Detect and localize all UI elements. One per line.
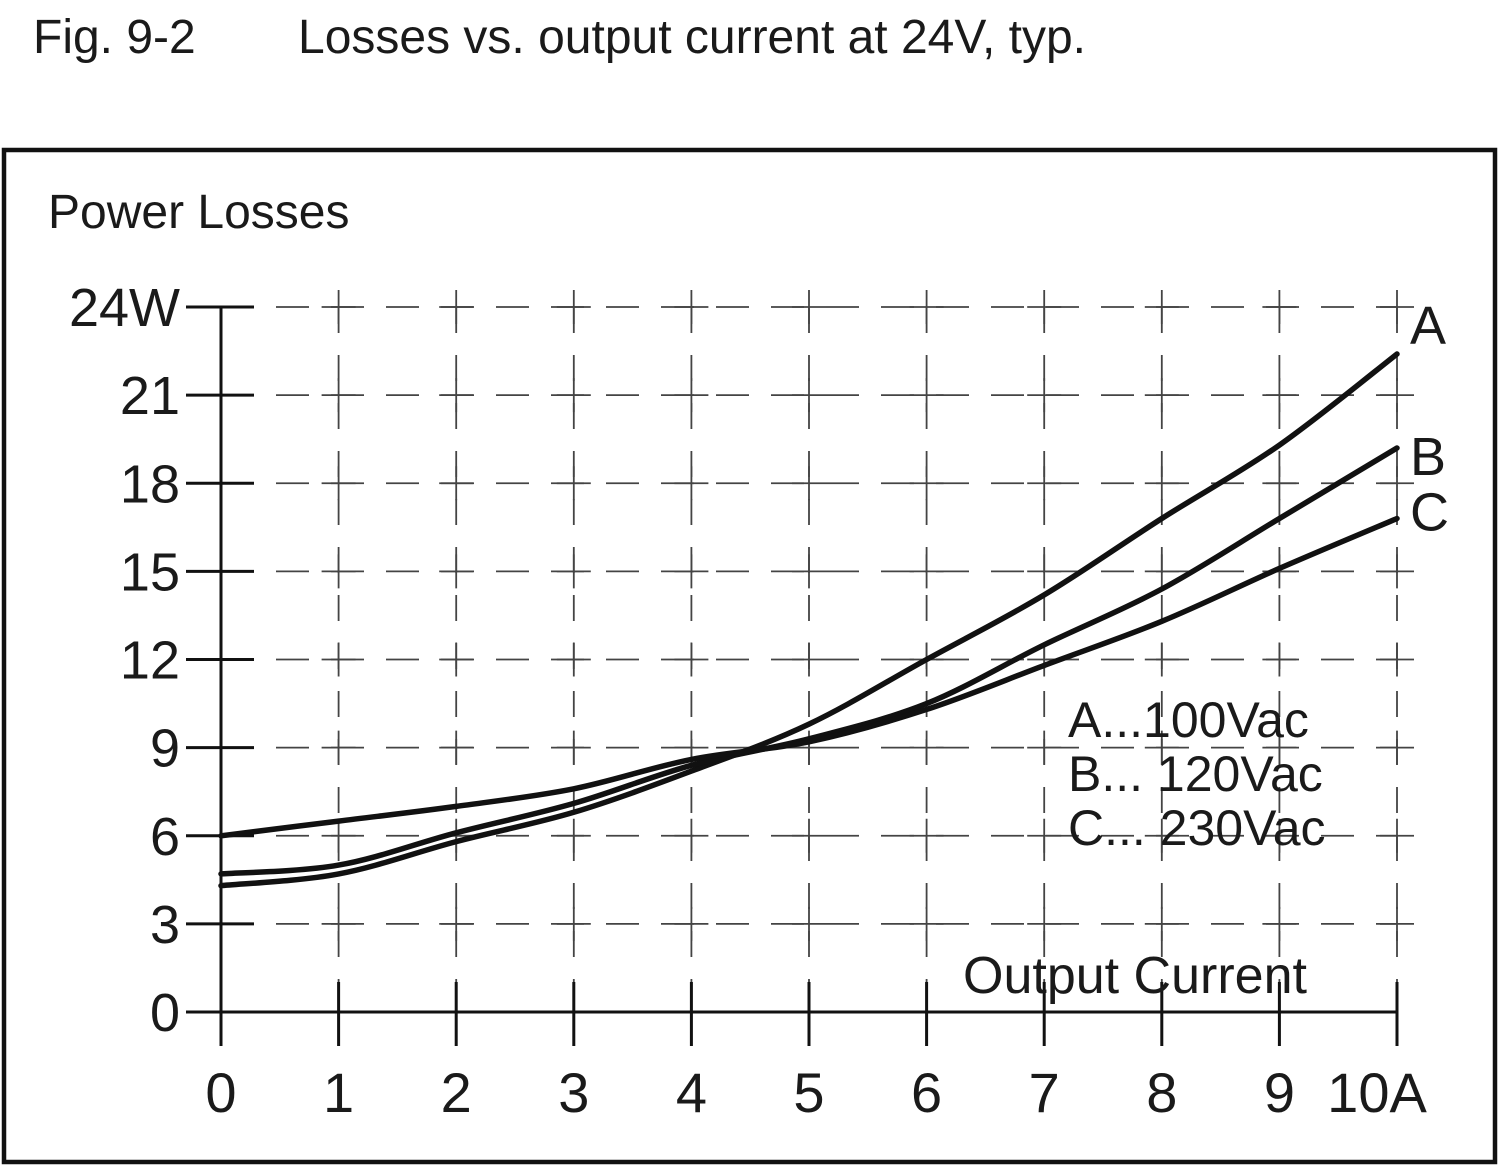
x-tick-label-5: 5 — [793, 1061, 824, 1124]
x-tick-label-3: 3 — [558, 1061, 589, 1124]
legend-entry-B: B... 120Vac — [1068, 746, 1323, 802]
x-axis-title: Output Current — [963, 947, 1307, 1005]
curve-label-B: B — [1410, 427, 1446, 487]
y-tick-label-0: 0 — [150, 983, 180, 1043]
y-tick-label-9: 9 — [150, 719, 180, 779]
figure-caption: Fig. 9-2 Losses vs. output current at 24V… — [33, 10, 1086, 65]
x-tick-label-9: 9 — [1264, 1061, 1295, 1124]
y-tick-label-15: 15 — [120, 542, 180, 602]
curve-A-100Vac — [218, 351, 1400, 889]
x-tick-label-7: 7 — [1029, 1061, 1060, 1124]
figure-number: Fig. 9-2 — [33, 11, 196, 64]
x-tick-label-0: 0 — [205, 1061, 236, 1124]
curve-label-C: C — [1410, 483, 1449, 543]
figure-title-text: Losses vs. output current at 24V, typ. — [298, 11, 1087, 64]
y-axis-title: Power Losses — [48, 186, 349, 239]
x-tick-label-1: 1 — [323, 1061, 354, 1124]
y-tick-label-3: 3 — [150, 895, 180, 955]
y-tick-label-24W: 24W — [69, 278, 180, 338]
x-tick-label-8: 8 — [1146, 1061, 1177, 1124]
x-tick-label-6: 6 — [911, 1061, 942, 1124]
curve-label-A: A — [1410, 296, 1446, 356]
y-tick-label-18: 18 — [120, 454, 180, 514]
y-tick-label-6: 6 — [150, 807, 180, 867]
legend-entry-A: A...100Vac — [1068, 692, 1309, 748]
x-tick-label-2: 2 — [441, 1061, 472, 1124]
curve-B-120Vac — [218, 445, 1400, 877]
x-tick-label-4: 4 — [676, 1061, 707, 1124]
curve-C-230Vac — [218, 515, 1400, 839]
chart-frame — [1, 147, 1498, 1165]
y-tick-label-21: 21 — [120, 366, 180, 426]
legend-entry-C: C... 230Vac — [1068, 800, 1326, 856]
y-tick-label-12: 12 — [120, 631, 180, 691]
x-tick-label-10A: 10A — [1327, 1061, 1427, 1124]
